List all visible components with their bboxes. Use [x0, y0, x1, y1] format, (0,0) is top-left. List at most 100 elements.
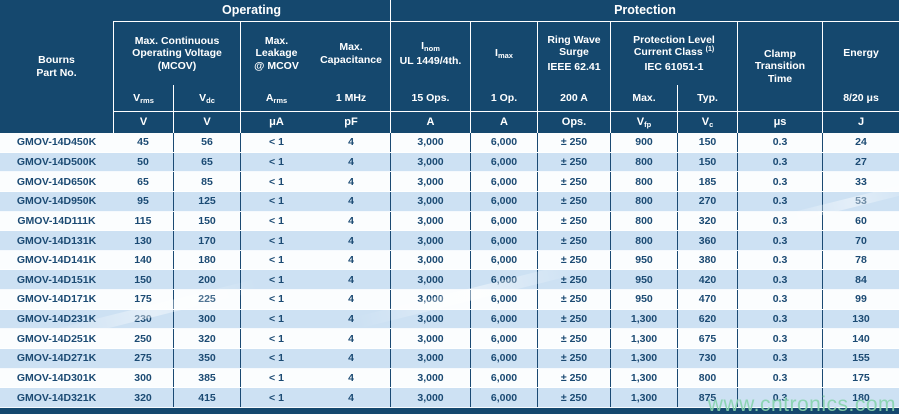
cell-vdc: 125 [173, 191, 240, 211]
cell-vdc: 85 [173, 172, 240, 191]
unit-vrms: V [113, 112, 173, 133]
cell-vc: 620 [677, 309, 737, 329]
cell-vc: 730 [677, 349, 737, 368]
table-bottom-border [0, 408, 899, 414]
unit-vc: Vc [677, 112, 737, 133]
cell-vc: 875 [677, 388, 737, 407]
protection-level-line2: Current Class [633, 45, 703, 58]
unit-vdc: V [173, 112, 240, 133]
cell-energy: 84 [822, 270, 899, 290]
cell-ring-wave: ± 250 [537, 329, 610, 349]
cell-imax: 6,000 [470, 231, 537, 250]
cell-clamp-time: 0.3 [737, 329, 822, 349]
table-row: GMOV-14D321K 320 415 < 1 4 3,000 6,000 ±… [0, 388, 899, 408]
vrms-symbol: V [133, 91, 141, 104]
cell-imax: 6,000 [470, 133, 537, 152]
cell-energy: 60 [822, 211, 899, 231]
cell-vfp: 800 [610, 231, 677, 250]
cell-vdc: 150 [173, 211, 240, 231]
cell-clamp-time: 0.3 [737, 309, 822, 329]
cell-vfp: 950 [610, 270, 677, 290]
cell-inom: 3,000 [390, 349, 470, 368]
cell-vrms: 65 [137, 175, 149, 188]
cell-part-number: GMOV-14D151K [16, 273, 97, 286]
cell-imax: 6,000 [470, 290, 537, 309]
cell-vdc: 320 [173, 329, 240, 349]
subheader-vdc: Vdc [173, 85, 240, 112]
cell-capacitance: 4 [348, 293, 354, 306]
cell-leakage: < 1 [240, 250, 312, 270]
cell-vdc: 170 [173, 231, 240, 250]
column-header-energy: Energy [822, 22, 899, 85]
cell-capacitance: 4 [348, 273, 354, 286]
imax-subscript: max [497, 51, 513, 61]
watermark-text: www.cntronics.com [707, 393, 896, 414]
cell-capacitance: 4 [348, 136, 354, 149]
cell-energy: 53 [822, 191, 899, 211]
cell-inom: 3,000 [390, 388, 470, 407]
inom-symbol: I [421, 39, 425, 52]
cell-imax: 6,000 [470, 388, 537, 407]
cell-part-number: GMOV-14D950K [16, 195, 97, 208]
cell-capacitance: 4 [348, 234, 354, 247]
cell-ring-wave: ± 250 [537, 368, 610, 388]
column-header-imax: Imax [470, 22, 537, 85]
cell-capacitance: 4 [348, 214, 354, 227]
table-row: GMOV-14D301K 300 385 < 1 4 3,000 6,000 ±… [0, 368, 899, 389]
column-header-mcov: Max. Continuous Operating Voltage (MCOV) [113, 22, 240, 85]
cell-energy: 155 [822, 349, 899, 368]
cell-vrms: 320 [134, 391, 152, 404]
cell-vdc: 385 [173, 368, 240, 388]
cell-energy: 78 [822, 250, 899, 270]
protection-level-line1: Protection Level [633, 33, 715, 46]
cell-vrms: 130 [134, 234, 152, 247]
table-row: GMOV-14D950K 95 125 < 1 4 3,000 6,000 ± … [0, 191, 899, 212]
cell-energy: 27 [822, 152, 899, 172]
cell-leakage: < 1 [240, 368, 312, 388]
cell-vrms: 300 [134, 372, 152, 385]
cell-clamp-time: 0.3 [737, 368, 822, 388]
cell-vc: 380 [677, 250, 737, 270]
unit-clamp: μs [737, 112, 822, 133]
cell-vrms: 95 [137, 195, 149, 208]
group-header-protection: Protection [390, 0, 899, 22]
vfp-symbol: V [636, 116, 645, 129]
cell-part-number: GMOV-14D141K [16, 254, 97, 267]
cell-part-number: GMOV-14D171K [16, 293, 97, 306]
table-header: Bourns Part No. Operating Protection Max… [0, 0, 899, 133]
cell-ring-wave: ± 250 [537, 290, 610, 309]
vdc-subscript: dc [206, 95, 215, 105]
table-row: GMOV-14D271K 275 350 < 1 4 3,000 6,000 ±… [0, 349, 899, 369]
cell-capacitance: 4 [348, 372, 354, 385]
cell-vfp: 1,300 [610, 349, 677, 368]
unit-imax: A [470, 112, 537, 133]
cell-leakage: < 1 [240, 270, 312, 290]
cell-imax: 6,000 [470, 309, 537, 329]
cell-vdc: 350 [173, 349, 240, 368]
imax-symbol: I [495, 47, 498, 60]
cell-ring-wave: ± 250 [537, 349, 610, 368]
unit-ringwave: Ops. [537, 112, 610, 133]
cell-leakage: < 1 [240, 172, 312, 191]
group-header-operating: Operating [113, 0, 390, 22]
cell-vrms: 45 [137, 136, 149, 149]
table-row: GMOV-14D500K 50 65 < 1 4 3,000 6,000 ± 2… [0, 152, 899, 173]
cell-energy: 175 [822, 368, 899, 388]
cell-inom: 3,000 [390, 329, 470, 349]
subheader-200a: 200 A [537, 85, 610, 112]
cell-clamp-time: 0.3 [737, 290, 822, 309]
cell-vfp: 1,300 [610, 329, 677, 349]
cell-vc: 320 [677, 211, 737, 231]
cell-clamp-time: 0.3 [737, 250, 822, 270]
inom-subscript: nom [424, 43, 440, 53]
subheader-arms: Arms [240, 85, 312, 112]
cell-vrms: 175 [134, 293, 152, 306]
cell-inom: 3,000 [390, 172, 470, 191]
column-header-max-capacitance: Max. Capacitance [320, 41, 382, 66]
subheader-energy-condition: 8/20 μs [822, 85, 899, 112]
cell-clamp-time: 0.3 [737, 270, 822, 290]
cell-leakage: < 1 [240, 388, 312, 407]
cell-vc: 420 [677, 270, 737, 290]
cell-part-number: GMOV-14D301K [16, 372, 97, 385]
